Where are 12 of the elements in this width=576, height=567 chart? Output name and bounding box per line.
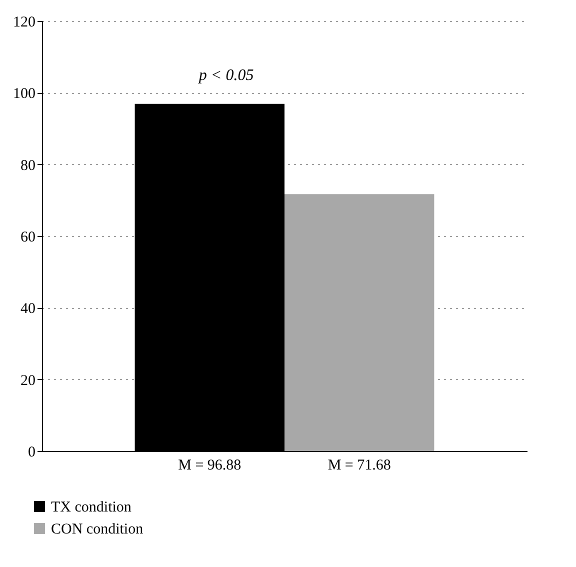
y-tick-label: 60 bbox=[20, 230, 36, 246]
y-tick-label: 0 bbox=[28, 444, 36, 460]
y-tick-label: 100 bbox=[13, 86, 36, 102]
x-tick-label: M = 71.68 bbox=[328, 458, 391, 474]
legend-label: TX condition bbox=[51, 500, 132, 516]
x-tick-label: M = 96.88 bbox=[178, 458, 242, 474]
legend-label: CON condition bbox=[51, 522, 144, 538]
y-tick-label: 40 bbox=[20, 301, 36, 318]
annotation: p < 0.05 bbox=[198, 66, 254, 84]
y-tick-label: 80 bbox=[20, 158, 36, 174]
y-tick-label: 20 bbox=[20, 372, 36, 389]
y-tick-label: 120 bbox=[13, 14, 36, 30]
